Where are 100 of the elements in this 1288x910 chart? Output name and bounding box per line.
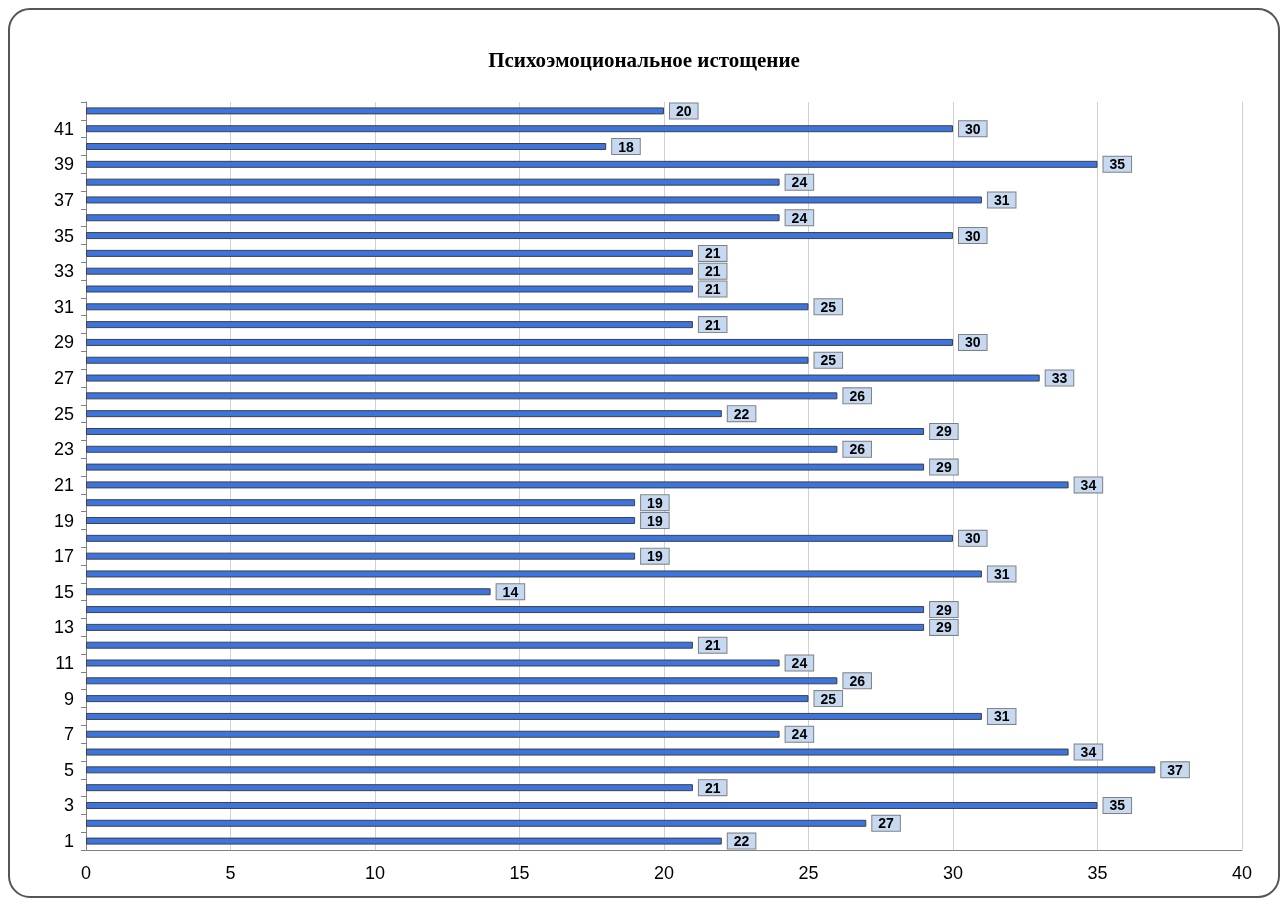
data-label: 29 <box>936 601 952 618</box>
bar <box>86 356 809 364</box>
bar <box>86 766 1156 774</box>
bar <box>86 837 722 845</box>
y-tick-label: 29 <box>53 332 74 353</box>
x-tick-label: 35 <box>1087 863 1108 883</box>
data-label: 31 <box>993 565 1010 582</box>
bar <box>86 427 925 435</box>
x-tick-label: 10 <box>364 863 386 883</box>
bar <box>86 107 664 115</box>
data-label: 22 <box>733 833 750 850</box>
y-tick-label: 25 <box>53 403 74 424</box>
bar <box>86 499 636 507</box>
bar <box>86 517 636 525</box>
bar <box>86 819 867 827</box>
y-tick-label: 9 <box>63 688 74 709</box>
data-label: 34 <box>1080 476 1097 493</box>
bar <box>86 641 693 649</box>
data-label: 24 <box>791 209 808 226</box>
bar <box>86 196 982 204</box>
y-tick-label: 21 <box>53 474 74 495</box>
bar <box>86 232 953 240</box>
bar <box>86 606 925 614</box>
bar <box>86 374 1040 382</box>
bar <box>86 338 953 346</box>
bar <box>86 677 838 685</box>
x-tick-label: 30 <box>942 863 964 883</box>
data-label: 29 <box>936 619 952 636</box>
data-label: 37 <box>1167 761 1184 778</box>
data-label: 29 <box>936 423 952 440</box>
bar <box>86 410 722 418</box>
y-tick-label: 13 <box>53 617 74 638</box>
x-tick-label: 0 <box>80 863 92 883</box>
bar <box>86 748 1069 756</box>
bar <box>86 178 780 186</box>
y-tick-label: 11 <box>55 653 74 673</box>
bar <box>86 463 925 471</box>
y-tick-label: 5 <box>63 759 74 780</box>
data-label: 21 <box>704 637 721 654</box>
bar <box>86 659 780 667</box>
x-tick-label: 5 <box>225 863 236 883</box>
y-tick-label: 7 <box>63 724 74 745</box>
bar <box>86 214 780 222</box>
bar <box>86 392 838 400</box>
data-label: 24 <box>791 655 808 671</box>
bar <box>86 695 809 703</box>
bar <box>86 588 491 596</box>
data-label: 25 <box>820 298 837 315</box>
data-label: 31 <box>993 708 1010 725</box>
data-label: 31 <box>993 191 1010 208</box>
data-label: 30 <box>965 120 981 137</box>
x-tick-label: 15 <box>509 863 530 883</box>
data-label: 25 <box>820 352 837 369</box>
bar <box>86 570 982 578</box>
y-tick-label: 35 <box>53 225 74 246</box>
y-tick-label: 27 <box>53 368 74 389</box>
bar <box>86 712 982 720</box>
bar <box>86 784 693 792</box>
y-tick-label: 39 <box>53 154 74 175</box>
data-label: 24 <box>791 726 808 743</box>
data-label: 21 <box>704 779 721 796</box>
bar <box>86 801 1098 809</box>
data-label: 35 <box>1109 156 1126 173</box>
data-label: 34 <box>1080 744 1097 761</box>
bar <box>86 481 1069 489</box>
bar <box>86 303 809 311</box>
y-tick-label: 19 <box>53 510 74 531</box>
y-tick-label: 33 <box>53 261 74 282</box>
bar <box>86 534 953 542</box>
bar <box>86 267 693 275</box>
data-label: 21 <box>704 316 721 333</box>
data-label: 25 <box>820 690 837 707</box>
y-tick-label: 31 <box>53 296 74 317</box>
data-label: 21 <box>704 245 721 262</box>
x-tick-label: 40 <box>1231 863 1253 883</box>
data-label: 30 <box>965 334 981 351</box>
bar <box>86 125 953 133</box>
bar <box>86 445 838 453</box>
data-label: 30 <box>965 530 981 547</box>
bar <box>86 160 1098 168</box>
y-tick-label: 3 <box>63 795 74 816</box>
y-tick-label: 23 <box>53 439 74 460</box>
data-label: 19 <box>647 512 663 529</box>
data-label: 35 <box>1109 797 1126 814</box>
bar <box>86 285 693 293</box>
x-tick-label: 25 <box>798 863 819 883</box>
y-tick-label: 41 <box>53 118 74 139</box>
data-label: 22 <box>733 405 750 422</box>
bar <box>86 143 607 151</box>
chart-title: Психоэмоциональное истощение <box>488 47 800 72</box>
bar <box>86 552 636 560</box>
data-label: 18 <box>618 138 634 155</box>
data-label: 33 <box>1051 370 1068 387</box>
data-label: 26 <box>849 672 866 689</box>
data-label: 14 <box>502 583 519 600</box>
data-label: 21 <box>704 263 721 280</box>
y-tick-label: 17 <box>53 546 74 567</box>
bar <box>86 249 693 257</box>
bar <box>86 321 693 329</box>
bar <box>86 623 925 631</box>
